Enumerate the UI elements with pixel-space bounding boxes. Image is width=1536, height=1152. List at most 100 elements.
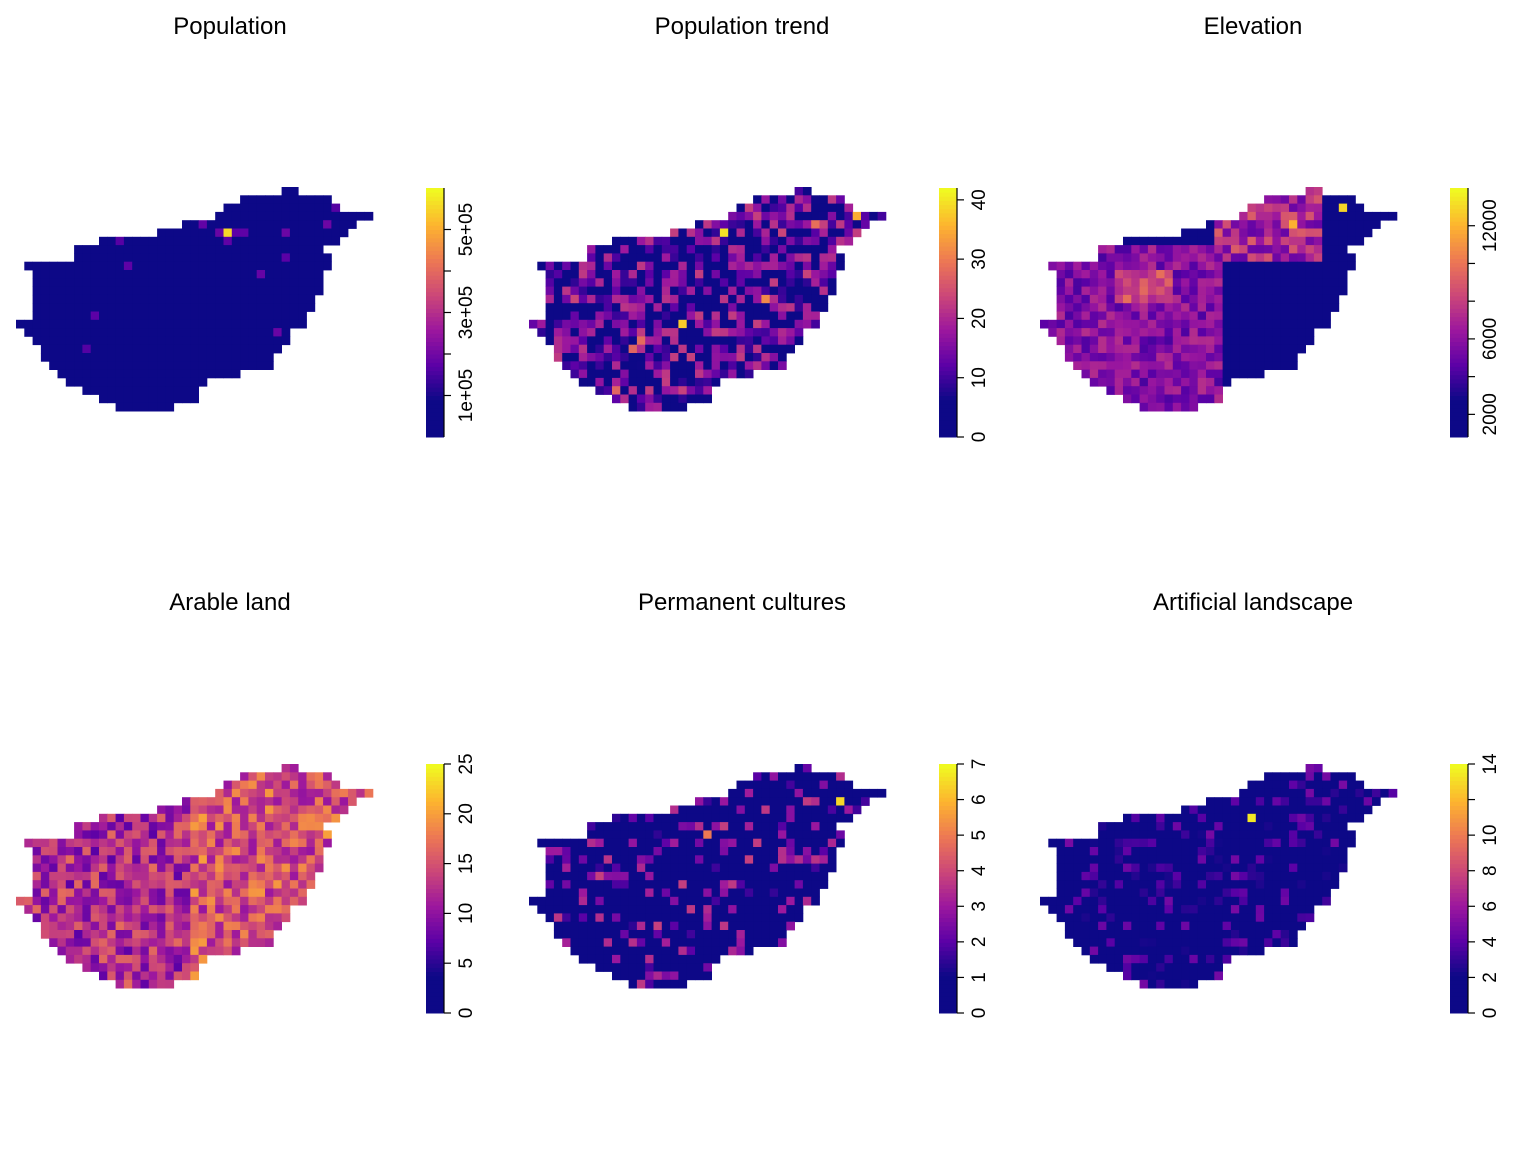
heatmap-cell xyxy=(1172,830,1182,840)
heatmap-cell xyxy=(1255,847,1265,856)
heatmap-cell xyxy=(1114,938,1124,947)
heatmap-cell xyxy=(1147,888,1157,898)
heatmap-cell xyxy=(670,855,679,864)
heatmap-cell xyxy=(115,344,125,354)
heatmap-cell xyxy=(1313,286,1323,296)
heatmap-cell xyxy=(1123,253,1132,263)
heatmap-cell xyxy=(281,905,291,914)
heatmap-cell xyxy=(1172,946,1182,956)
colorbar-segment xyxy=(939,942,957,948)
heatmap-cell xyxy=(1338,236,1348,246)
heatmap-cell xyxy=(248,236,258,246)
heatmap-cell xyxy=(728,220,737,229)
heatmap-cell xyxy=(1297,344,1306,354)
heatmap-cell xyxy=(537,896,546,906)
colorbar-segment xyxy=(939,830,957,836)
heatmap-cell xyxy=(595,386,605,395)
heatmap-cell xyxy=(198,228,208,238)
heatmap-cell xyxy=(1206,822,1215,831)
heatmap-cell xyxy=(240,921,249,931)
heatmap-cell xyxy=(231,838,241,848)
heatmap-cell xyxy=(794,813,804,823)
heatmap-cell xyxy=(1139,311,1149,321)
heatmap-cell xyxy=(140,946,150,956)
heatmap-cell xyxy=(587,294,596,304)
heatmap-cell xyxy=(331,797,341,806)
heatmap-cell xyxy=(1123,913,1132,923)
heatmap-cell xyxy=(529,896,538,906)
heatmap-cell xyxy=(165,369,175,379)
heatmap-cell xyxy=(140,361,150,370)
heatmap-cell xyxy=(123,245,133,254)
heatmap-cell xyxy=(231,361,241,370)
heatmap-cell xyxy=(686,261,696,271)
colorbar-segment xyxy=(1450,797,1468,802)
colorbar-segment xyxy=(426,316,444,322)
colorbar-segment xyxy=(426,374,444,380)
heatmap-cell xyxy=(1123,938,1132,947)
heatmap-cell xyxy=(115,847,125,856)
heatmap-cell xyxy=(314,863,324,873)
heatmap-cell xyxy=(1230,245,1240,254)
heatmap-cell xyxy=(628,261,638,271)
heatmap-cell xyxy=(173,847,183,856)
heatmap-cell xyxy=(231,319,241,329)
heatmap-cell xyxy=(1123,954,1132,964)
colorbar-tick-label: 15 xyxy=(456,853,477,874)
heatmap-cell xyxy=(678,344,688,354)
heatmap-cell xyxy=(107,896,116,906)
heatmap-cell xyxy=(223,780,233,790)
heatmap-cell xyxy=(1247,353,1257,362)
heatmap-cell xyxy=(794,286,804,296)
heatmap-cell xyxy=(728,896,737,906)
heatmap-cell xyxy=(65,888,75,898)
heatmap-cell xyxy=(148,921,158,931)
heatmap-cell xyxy=(786,896,795,906)
heatmap-cell xyxy=(206,880,216,889)
heatmap-cell xyxy=(628,402,638,412)
heatmap-cell xyxy=(1239,830,1248,840)
colorbar-segment xyxy=(939,801,957,806)
heatmap-cell xyxy=(636,971,646,981)
heatmap-cell xyxy=(1056,319,1066,329)
heatmap-cell xyxy=(281,245,291,254)
heatmap-cell xyxy=(123,236,133,246)
heatmap-cell xyxy=(206,361,216,370)
heatmap-cell xyxy=(1197,294,1207,304)
heatmap-cell xyxy=(1098,369,1107,379)
colorbar-segment xyxy=(1450,764,1468,769)
heatmap-cell xyxy=(595,377,605,387)
colorbar-segment xyxy=(1450,971,1468,977)
heatmap-cell xyxy=(90,353,100,362)
heatmap-cell xyxy=(82,871,92,881)
heatmap-cell xyxy=(587,303,596,312)
heatmap-cell xyxy=(223,236,233,246)
heatmap-cell xyxy=(1289,261,1298,271)
heatmap-cell xyxy=(173,361,183,370)
heatmap-cell xyxy=(1305,847,1315,856)
heatmap-cell xyxy=(57,278,67,287)
heatmap-cell xyxy=(1305,855,1315,864)
heatmap-cell xyxy=(198,261,208,271)
heatmap-cell xyxy=(1239,946,1248,956)
heatmap-cell xyxy=(678,921,688,931)
heatmap-cell xyxy=(123,394,133,404)
heatmap-cell xyxy=(628,386,638,395)
heatmap-cell xyxy=(1197,888,1207,898)
heatmap-cell xyxy=(703,888,712,898)
colorbar-segment xyxy=(426,370,444,376)
heatmap-cell xyxy=(769,211,779,221)
heatmap-cell xyxy=(123,822,133,831)
heatmap-cell xyxy=(57,946,67,956)
heatmap-cell xyxy=(1322,822,1331,831)
heatmap-cell xyxy=(123,319,133,329)
heatmap-cell xyxy=(240,847,249,856)
heatmap-cell xyxy=(65,838,75,848)
heatmap-cell xyxy=(778,788,787,798)
heatmap-cell xyxy=(1297,813,1306,823)
heatmap-cell xyxy=(603,863,613,873)
heatmap-cell xyxy=(1214,228,1223,238)
heatmap-cell xyxy=(1280,278,1290,287)
heatmap-cell xyxy=(1330,236,1340,246)
